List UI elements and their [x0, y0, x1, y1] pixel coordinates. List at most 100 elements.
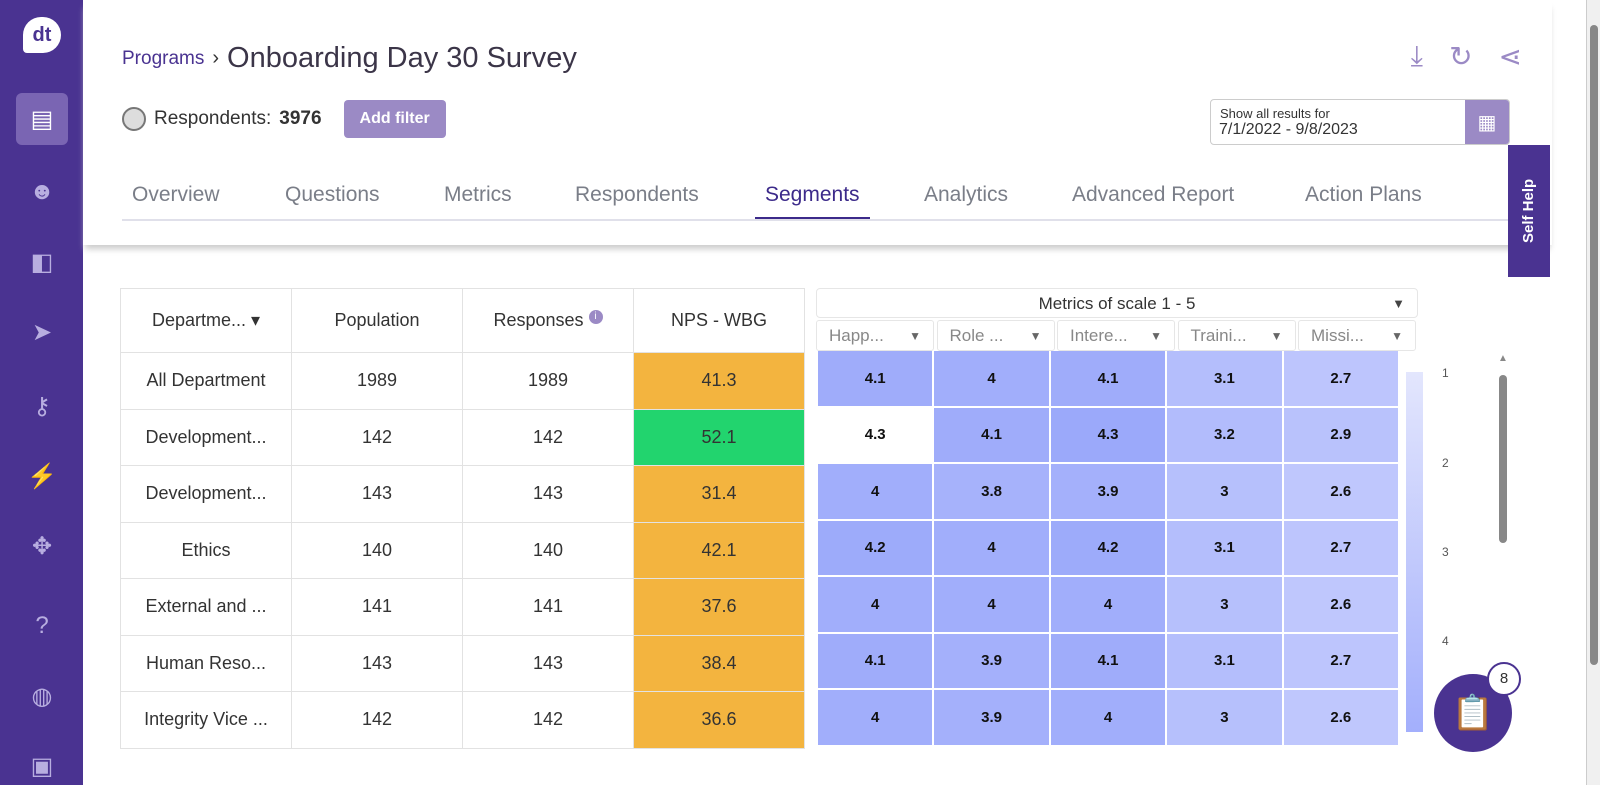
face-icon[interactable]: ☻: [29, 178, 55, 205]
tab-questions[interactable]: Questions: [285, 183, 380, 206]
metrics-heatmap: 4.1 4 4.1 3.1 2.7 4.3 4.1 4.3 3.2 2.9 4 3.8 3.9 3 2.6 4…: [818, 351, 1398, 745]
legend-tick: 3: [1442, 545, 1449, 559]
metrics-scale-dropdown[interactable]: Metrics of scale 1 - 5 ▼: [816, 288, 1418, 318]
heatmap-cell[interactable]: 3.9: [934, 690, 1049, 745]
heatmap-cell[interactable]: 2.7: [1283, 351, 1398, 406]
share-icon[interactable]: ⋖: [1498, 41, 1522, 72]
heatmap-cell[interactable]: 4: [818, 577, 933, 632]
heatmap-cell[interactable]: 4.1: [818, 633, 933, 688]
tab-advanced-report[interactable]: Advanced Report: [1072, 183, 1235, 206]
heatmap-cell[interactable]: 4: [818, 464, 933, 519]
responses-cell: 1989: [462, 352, 634, 410]
heatmap-cell[interactable]: 4.1: [818, 351, 933, 406]
table-scrollbar[interactable]: ▲: [1497, 353, 1509, 750]
heatmap-cell[interactable]: 3.1: [1167, 351, 1282, 406]
heatmap-cell[interactable]: 4: [818, 690, 933, 745]
breadcrumb: Programs › Onboarding Day 30 Survey: [122, 42, 577, 75]
checklist-button[interactable]: 📋: [1434, 674, 1512, 752]
page-scrollbar[interactable]: [1586, 0, 1600, 785]
heatmap-cell[interactable]: 2.6: [1283, 464, 1398, 519]
table-row[interactable]: Development... 143 143 31.4: [120, 465, 805, 523]
tab-metrics[interactable]: Metrics: [444, 183, 512, 206]
help-icon[interactable]: ?: [35, 612, 49, 639]
respondents-count: 3976: [279, 108, 322, 129]
heatmap-cell[interactable]: 4: [934, 577, 1049, 632]
table-row[interactable]: Human Reso... 143 143 38.4: [120, 634, 805, 692]
heatmap-cell[interactable]: 2.6: [1283, 577, 1398, 632]
metric-column-header[interactable]: Intere... ▼: [1057, 320, 1175, 351]
heatmap-cell[interactable]: 4: [1050, 577, 1166, 632]
heatmap-cell[interactable]: 3.1: [1167, 520, 1282, 575]
clipboard-icon[interactable]: ▤: [16, 93, 68, 145]
heatmap-cell[interactable]: 4.1: [934, 407, 1049, 462]
puzzle-icon[interactable]: ✥: [31, 532, 53, 560]
metric-column-header[interactable]: Role ... ▼: [936, 320, 1055, 351]
caret-down-icon: ▼: [1392, 296, 1405, 311]
responses-cell: 141: [462, 578, 634, 636]
refresh-icon[interactable]: ↻: [1449, 41, 1473, 72]
caret-down-icon: ▼: [1391, 329, 1403, 343]
segment-icon[interactable]: ◧: [30, 248, 54, 276]
population-cell: 143: [291, 465, 463, 523]
department-cell: External and ...: [120, 578, 292, 636]
metric-column-header[interactable]: Traini... ▼: [1177, 320, 1296, 351]
date-range-value[interactable]: 7/1/2022 - 9/8/2023: [1219, 121, 1358, 138]
heatmap-cell[interactable]: 4.2: [818, 520, 933, 575]
heatmap-cell[interactable]: 3: [1167, 577, 1282, 632]
table-row[interactable]: Ethics 140 140 42.1: [120, 521, 805, 579]
table-row[interactable]: Development... 142 142 52.1: [120, 408, 805, 466]
self-help-button[interactable]: Self Help: [1508, 145, 1550, 277]
heatmap-cell[interactable]: 2.9: [1283, 407, 1398, 462]
nps-cell: 36.6: [633, 691, 805, 749]
heatmap-cell[interactable]: 3.8: [934, 464, 1049, 519]
legend-tick: 1: [1442, 366, 1449, 380]
send-icon[interactable]: ➤: [31, 318, 53, 346]
heatmap-cell[interactable]: 3: [1167, 690, 1282, 745]
logo[interactable]: dt: [23, 17, 61, 53]
legend-tick: 2: [1442, 456, 1449, 470]
table-row[interactable]: External and ... 141 141 37.6: [120, 578, 805, 636]
heatmap-cell[interactable]: 4.1: [1050, 633, 1166, 688]
heatmap-cell[interactable]: 4.2: [1050, 520, 1166, 575]
heatmap-cell[interactable]: 3.2: [1167, 407, 1282, 462]
info-icon[interactable]: i: [588, 310, 603, 324]
heatmap-cell[interactable]: 4.3: [818, 407, 933, 462]
briefcase-icon[interactable]: ▣: [30, 752, 54, 780]
respondents-summary: Respondents: 3976 Add filter: [122, 100, 446, 138]
column-header-department[interactable]: Departme... ▾: [120, 288, 292, 353]
table-row[interactable]: All Department 1989 1989 41.3: [120, 352, 805, 410]
caret-down-icon: ▼: [1029, 329, 1042, 343]
automation-icon[interactable]: ⚡: [27, 462, 57, 490]
tab-respondents[interactable]: Respondents: [575, 183, 699, 206]
heatmap-cell[interactable]: 4.3: [1050, 407, 1166, 462]
population-cell: 1989: [291, 352, 463, 410]
metric-column-header[interactable]: Happ... ▼: [816, 320, 934, 351]
heatmap-cell[interactable]: 4: [934, 520, 1049, 575]
heatmap-cell[interactable]: 4: [1050, 690, 1166, 745]
date-range-picker[interactable]: Show all results for 7/1/2022 - 9/8/2023…: [1210, 99, 1510, 145]
table-row[interactable]: Integrity Vice ... 142 142 36.6: [120, 691, 805, 749]
tab-analytics[interactable]: Analytics: [924, 183, 1009, 206]
heatmap-cell[interactable]: 3.9: [1050, 464, 1166, 519]
tab-action-plans[interactable]: Action Plans: [1305, 183, 1422, 206]
download-icon[interactable]: ⤓: [1410, 40, 1424, 71]
heatmap-cell[interactable]: 2.6: [1283, 690, 1398, 745]
globe-icon[interactable]: ◍: [31, 682, 53, 710]
heatmap-cell[interactable]: 3.9: [934, 633, 1049, 688]
add-filter-button[interactable]: Add filter: [343, 100, 446, 138]
metric-column-header[interactable]: Missi... ▼: [1298, 320, 1416, 351]
department-cell: All Department: [120, 352, 292, 410]
responses-cell: 143: [462, 634, 634, 692]
heatmap-cell[interactable]: 2.7: [1283, 633, 1398, 688]
calendar-icon[interactable]: ▦: [1465, 100, 1509, 144]
tab-segments[interactable]: Segments: [755, 183, 870, 219]
heatmap-cell[interactable]: 3.1: [1167, 633, 1282, 688]
heatmap-cell[interactable]: 2.7: [1283, 520, 1398, 575]
tab-overview[interactable]: Overview: [132, 183, 220, 206]
heatmap-cell[interactable]: 4.1: [1050, 351, 1166, 406]
key-icon[interactable]: ⚷: [33, 392, 51, 420]
heatmap-cell[interactable]: 4: [934, 351, 1049, 406]
responses-cell: 142: [462, 408, 634, 466]
breadcrumb-programs[interactable]: Programs: [122, 47, 205, 69]
heatmap-cell[interactable]: 3: [1167, 464, 1282, 519]
